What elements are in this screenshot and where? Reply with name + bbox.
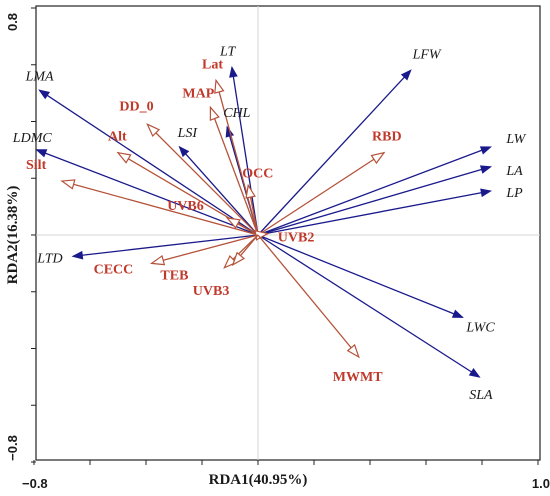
env-arrow-silt bbox=[61, 180, 259, 236]
trait-arrowhead-lt bbox=[229, 65, 238, 78]
trait-label-lsi: LSI bbox=[177, 126, 199, 141]
trait-arrowhead-lfw bbox=[400, 69, 412, 81]
trait-arrow-lsi bbox=[179, 146, 259, 236]
env-arrow-dd_0 bbox=[146, 123, 259, 236]
env-label-teb: TEB bbox=[160, 269, 188, 284]
trait-label-ltd: LTD bbox=[36, 251, 62, 266]
env-arrowhead-uvb6 bbox=[225, 217, 241, 229]
env-label-lat: Lat bbox=[202, 57, 223, 72]
y-tick-label: −0.8 bbox=[5, 435, 20, 461]
env-label-silt: Silt bbox=[26, 158, 47, 173]
env-label-occ: OCC bbox=[242, 166, 273, 181]
env-arrowhead-dd_0 bbox=[146, 123, 161, 138]
trait-label-chl: CHL bbox=[223, 106, 250, 121]
env-label-mwmt: MWMT bbox=[333, 370, 383, 385]
trait-arrowhead-la bbox=[479, 165, 492, 174]
env-arrowhead-mwmt bbox=[346, 343, 360, 359]
trait-arrow-lwc bbox=[257, 234, 463, 318]
env-arrow-lat bbox=[215, 80, 259, 236]
trait-label-sla: SLA bbox=[469, 388, 493, 403]
trait-label-lw: LW bbox=[505, 132, 526, 147]
env-label-dd_0: DD_0 bbox=[119, 99, 153, 114]
env-arrowhead-cecc bbox=[149, 254, 166, 266]
env-arrowhead-occ bbox=[245, 183, 256, 199]
trait-label-lfw: LFW bbox=[412, 47, 442, 62]
env-arrowhead-lat bbox=[214, 78, 225, 94]
x-tick-label: 1.0 bbox=[532, 476, 550, 491]
trait-label-la: LA bbox=[505, 164, 523, 179]
trait-arrowhead-lw bbox=[479, 146, 492, 155]
env-label-uvb2: UVB2 bbox=[278, 231, 315, 246]
trait-arrow-la bbox=[257, 166, 491, 236]
trait-label-lp: LP bbox=[505, 186, 523, 201]
env-label-uvb6: UVB6 bbox=[167, 199, 204, 214]
trait-arrow-sla bbox=[257, 234, 480, 378]
env-label-alt: Alt bbox=[108, 130, 127, 145]
env-arrow-mwmt bbox=[257, 234, 360, 358]
trait-label-ldmc: LDMC bbox=[12, 131, 53, 146]
plot-frame bbox=[35, 5, 541, 461]
y-axis-title: RDA2(16.38%) bbox=[5, 186, 21, 285]
trait-arrow-ltd bbox=[73, 234, 259, 257]
env-arrowhead-alt bbox=[116, 151, 132, 164]
env-arrowhead-uvb3 bbox=[231, 251, 246, 267]
trait-arrowhead-lwc bbox=[451, 309, 464, 318]
trait-label-lt: LT bbox=[219, 45, 237, 60]
trait-arrowhead-ldmc bbox=[35, 149, 48, 158]
env-arrowhead-silt bbox=[60, 179, 76, 190]
trait-label-lwc: LWC bbox=[465, 320, 495, 335]
trait-label-lma: LMA bbox=[25, 69, 54, 84]
trait-arrowhead-lsi bbox=[178, 145, 190, 158]
trait-arrowhead-lp bbox=[480, 188, 493, 198]
trait-arrow-lw bbox=[257, 146, 491, 236]
trait-arrowhead-sla bbox=[468, 368, 481, 378]
trait-arrowhead-lma bbox=[38, 89, 51, 100]
env-label-rbd: RBD bbox=[372, 130, 402, 145]
env-label-cecc: CECC bbox=[94, 262, 134, 277]
env-arrow-map bbox=[209, 107, 259, 236]
trait-arrow-lfw bbox=[257, 69, 412, 236]
env-arrowhead-rbd bbox=[370, 151, 386, 165]
y-tick-label: 0.8 bbox=[5, 13, 20, 31]
trait-arrow-ldmc bbox=[36, 149, 259, 236]
trait-arrow-lma bbox=[39, 89, 259, 236]
env-arrowhead-teb bbox=[223, 255, 238, 269]
env-label-map: MAP bbox=[182, 86, 214, 101]
env-label-uvb3: UVB3 bbox=[193, 284, 230, 299]
env-arrow-rbd bbox=[257, 152, 385, 236]
env-arrow-cecc bbox=[151, 234, 259, 265]
x-axis-title: RDA1(40.95%) bbox=[209, 472, 308, 488]
trait-arrowhead-ltd bbox=[71, 250, 84, 260]
x-tick-label: −0.8 bbox=[22, 476, 48, 491]
env-arrowhead-map bbox=[209, 105, 220, 121]
trait-arrow-lp bbox=[257, 190, 491, 236]
trait-arrow-lt bbox=[231, 67, 259, 236]
